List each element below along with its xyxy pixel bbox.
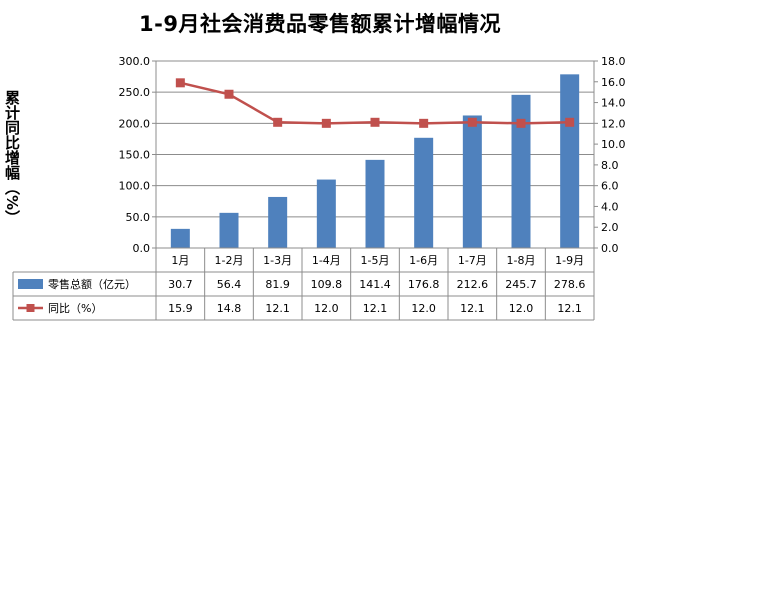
table-value-yoy: 14.8 [217,302,242,315]
legend-line-label: 同比（%） [48,302,102,315]
table-value-yoy: 12.1 [265,302,290,315]
bar [511,94,531,248]
table-value-sales: 56.4 [217,278,242,291]
table-value-yoy: 12.1 [557,302,582,315]
x-tick-label: 1-9月 [555,254,584,267]
table-value-sales: 212.6 [457,278,489,291]
bar [170,228,190,248]
bar [365,159,385,248]
line-marker [467,117,477,127]
y-right-tick-label: 8.0 [601,159,619,172]
y-right-tick-label: 10.0 [601,138,626,151]
table-value-yoy: 12.1 [363,302,388,315]
y-right-tick-label: 18.0 [601,55,626,68]
table-value-yoy: 12.0 [411,302,436,315]
table-value-sales: 278.6 [554,278,586,291]
bar [560,74,580,249]
line-marker [224,89,234,99]
y-axis-label: 累计同比增幅（%） [3,90,21,226]
y-right-tick-label: 4.0 [601,200,619,213]
y-right-tick-label: 0.0 [601,242,619,255]
line-path [180,81,570,125]
table-value-sales: 81.9 [265,278,290,291]
legend-bar-swatch [18,279,43,289]
y-left-tick-label: 100.0 [119,180,151,193]
x-tick-label: 1-3月 [263,254,292,267]
axes: 0.0 50.0 100.0 150.0 200.0 250.0 300.0 0.0 2.0 4.… [119,55,626,255]
table-value-sales: 109.8 [311,278,343,291]
bar [462,115,482,248]
x-tick-label: 1-4月 [312,254,341,267]
bar [219,212,239,248]
y-right-tick-label: 14.0 [601,97,626,110]
y-right-tick-label: 6.0 [601,180,619,193]
x-tick-label: 1-6月 [409,254,438,267]
table-value-yoy: 12.1 [460,302,485,315]
y-right-tick-label: 2.0 [601,221,619,234]
y-left-tick-label: 50.0 [126,211,151,224]
line-marker [419,118,429,128]
table-value-yoy: 12.0 [314,302,339,315]
y-left-tick-label: 0.0 [133,242,151,255]
table-value-sales: 141.4 [359,278,391,291]
y-left-tick-label: 200.0 [119,117,151,130]
table-value-sales: 176.8 [408,278,440,291]
x-tick-label: 1-2月 [215,254,244,267]
bar [414,137,434,248]
table-value-yoy: 12.0 [509,302,534,315]
x-tick-label: 1-7月 [458,254,487,267]
table-value-sales: 30.7 [168,278,193,291]
line-marker [370,117,380,127]
y-left-tick-label: 300.0 [119,55,151,68]
table-value-yoy: 15.9 [168,302,193,315]
line-marker [321,118,331,128]
line-marker [516,118,526,128]
bar [268,196,288,248]
line-marker [175,78,185,88]
x-tick-label: 1-5月 [361,254,390,267]
legend-line-marker [26,304,35,312]
chart-title: 1-9月社会消费品零售额累计增幅情况 [139,12,501,36]
y-right-tick-label: 16.0 [601,76,626,89]
y-right-tick-label: 12.0 [601,117,626,130]
table-value-sales: 245.7 [505,278,537,291]
bar-series [170,74,580,249]
legend-bar-label: 零售总额（亿元） [48,277,136,291]
x-tick-label: 1-8月 [507,254,536,267]
line-series [175,78,575,128]
y-left-tick-label: 150.0 [119,149,151,162]
line-marker [273,117,283,127]
x-tick-label: 1月 [171,254,189,267]
line-marker [565,117,575,127]
data-table: 1月 1-2月 1-3月 1-4月 1-5月 1-6月 1-7月 1-8月 1-9月零售总额（亿… [12,247,595,321]
bar [316,179,336,248]
y-left-tick-label: 250.0 [119,86,151,99]
